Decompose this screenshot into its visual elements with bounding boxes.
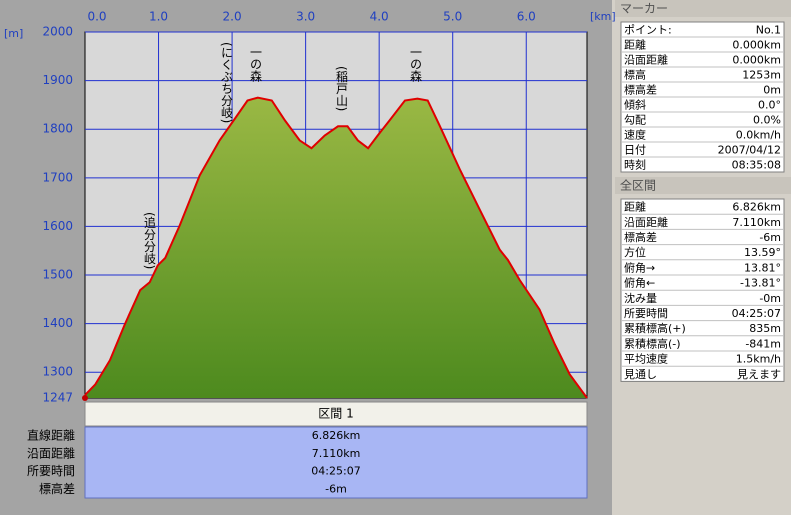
panel-label: 距離 (624, 38, 646, 52)
panel-label: 速度 (624, 128, 646, 142)
section-label: 標高差 (39, 481, 75, 496)
panel-title: 全区間 (620, 178, 656, 193)
section-title: 区間 1 (318, 407, 353, 421)
section-value: 04:25:07 (311, 465, 360, 478)
x-axis-label: [km] (590, 10, 616, 23)
panel-label: 標高差 (624, 230, 657, 244)
panel-title-bar (615, 177, 791, 194)
y-tick-label: 1247 (42, 391, 73, 405)
x-tick-label: 1.0 (149, 10, 168, 24)
panel-label: 平均速度 (624, 352, 668, 366)
panel-value: -841m (745, 337, 781, 350)
y-tick-label: 1700 (42, 170, 73, 184)
panel-value: 08:35:08 (732, 159, 781, 172)
annotation: (追分分岐) (143, 212, 157, 269)
panel-value: 0.0km/h (736, 129, 781, 142)
x-tick-label: 6.0 (517, 10, 536, 24)
y-tick-label: 1600 (42, 219, 73, 233)
x-tick-label: 3.0 (296, 10, 315, 24)
panel-label: 俯角→ (624, 260, 655, 274)
panel-title: マーカー (620, 2, 668, 16)
section-label: 所要時間 (27, 464, 75, 478)
x-tick-label: 4.0 (370, 10, 389, 24)
panel-label: 時刻 (624, 158, 646, 172)
y-tick-label: 1400 (42, 316, 73, 330)
panel-value: 1253m (742, 69, 781, 82)
section-label: 沿面距離 (27, 446, 75, 460)
y-tick-label: 1900 (42, 73, 73, 87)
panel-label: 沈み量 (624, 291, 657, 305)
section-values-bg (84, 426, 588, 499)
y-tick-label: 1300 (42, 365, 73, 379)
panel-label: 標高差 (624, 83, 657, 97)
panel-title-bar (615, 0, 791, 17)
panel-value: 13.59° (744, 246, 781, 259)
x-tick-label: 0.0 (87, 10, 106, 24)
panel-label: 標高 (624, 68, 646, 82)
panel-label: 傾斜 (624, 98, 646, 112)
panel-value: 835m (749, 322, 781, 335)
panel-value: 0.000km (732, 39, 781, 52)
elevation-line (84, 96, 588, 399)
panel-value: 0.0° (758, 99, 781, 112)
panel-label: 累積標高(+) (624, 321, 686, 335)
section-header (84, 401, 588, 427)
panel-label: 見通し (624, 368, 657, 381)
panel-value: 13.81° (744, 261, 781, 274)
panel-label: 沿面距離 (624, 53, 668, 67)
panel-label: 俯角← (624, 276, 655, 290)
panel-label: 沿面距離 (624, 215, 668, 229)
panel-value: -13.81° (740, 277, 781, 290)
section-value: -6m (325, 482, 347, 495)
panel-value: 2007/04/12 (718, 144, 781, 157)
panel-label: 所要時間 (624, 307, 668, 320)
section-value: 6.826km (312, 429, 361, 442)
panel-value: 0.000km (732, 54, 781, 67)
start-marker (82, 395, 88, 401)
panel-value: 見えます (737, 368, 781, 381)
panel-value: 6.826km (732, 201, 781, 214)
panel-label: 日付 (624, 144, 646, 157)
panel-value: 0.0% (753, 114, 781, 127)
elevation-area (85, 97, 587, 398)
panel-label: 累積標高(-) (624, 336, 681, 350)
panel-value: -6m (759, 231, 781, 244)
y-tick-label: 1500 (42, 268, 73, 282)
section-label: 直線距離 (27, 428, 75, 443)
y-tick-label: 2000 (42, 25, 73, 39)
panel-value: 1.5km/h (736, 353, 781, 366)
panel-label: 距離 (624, 200, 646, 214)
annotation: (にくぶち分岐) (220, 42, 234, 123)
annotation: 一の森 (249, 46, 263, 82)
y-tick-label: 1800 (42, 122, 73, 136)
panel-value: 7.110km (732, 216, 781, 229)
annotation: (稲戸山) (335, 66, 349, 111)
x-tick-label: 5.0 (443, 10, 462, 24)
x-tick-label: 2.0 (223, 10, 242, 24)
panel-label: 方位 (624, 245, 646, 259)
panel-value: 04:25:07 (732, 307, 781, 320)
section-value: 7.110km (312, 447, 361, 460)
panel-label: ポイント: (624, 24, 672, 37)
panel-label: 勾配 (624, 114, 646, 127)
panel-value: No.1 (756, 24, 781, 37)
y-axis-label: [m] (4, 27, 23, 40)
panel-value: 0m (763, 84, 781, 97)
annotation: 一の森 (409, 46, 423, 82)
panel-value: -0m (759, 292, 781, 305)
